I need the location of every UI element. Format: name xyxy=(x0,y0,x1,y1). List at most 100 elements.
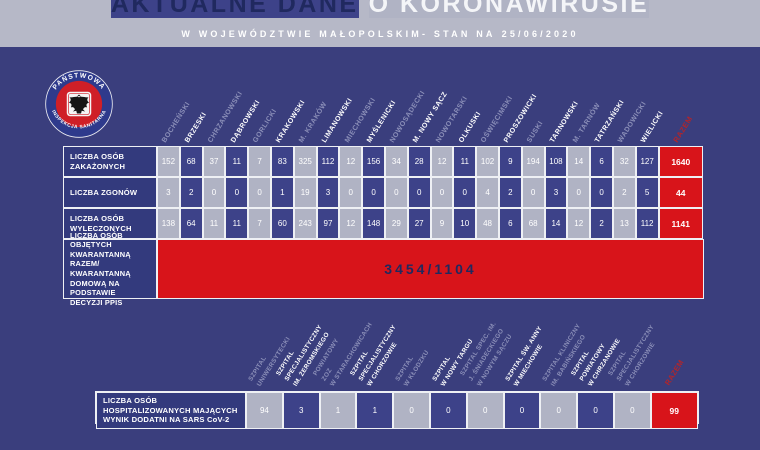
column-header-cell: OŚWIĘCIMSKI xyxy=(476,50,514,146)
data-cell: 60 xyxy=(270,208,294,239)
column-header-cell: SZPITAL SPECJALISTYCZNY IM. ŻEROMSKIEGO xyxy=(275,293,330,390)
column-header-cell: POWIATOWY ZOZ W STARACHOWICACH xyxy=(312,293,373,390)
row-label: LICZBA OSÓB ZAKAŻONYCH xyxy=(63,146,157,177)
data-cell: 32 xyxy=(612,146,636,177)
column-header-cell: SZPITAL W NOWY TARGU xyxy=(430,293,474,390)
data-cell: 12 xyxy=(339,208,363,239)
data-cell: 34 xyxy=(384,146,408,177)
data-cell: 9 xyxy=(498,146,522,177)
page-title: AKTUALNE DANE O KORONAWIRUSIE xyxy=(0,0,760,19)
column-header-cell: SZPITAL SPECJALISTYCZNY W CHORZOWIE xyxy=(607,293,656,390)
column-header-cell: DĄBROWSKI xyxy=(225,50,262,146)
data-cell: 112 xyxy=(316,146,340,177)
data-cell: 0 xyxy=(466,392,504,429)
data-cell: 2 xyxy=(179,177,203,208)
data-cell: 13 xyxy=(612,208,636,239)
data-cell: 108 xyxy=(544,146,568,177)
data-cell: 3 xyxy=(544,177,568,208)
data-cell: 1 xyxy=(356,392,394,429)
data-cell: 0 xyxy=(225,177,249,208)
row-label: LICZBA ZGONÓW xyxy=(63,177,157,208)
data-cell: 12 xyxy=(339,146,363,177)
hospital-header-row: SZPITAL UNIWERSYTECKI SZPITAL SPECJALISTY… xyxy=(246,293,698,390)
column-header-cell: WADOWICKI xyxy=(613,50,648,146)
column-header-cell: SZPITAL SPECJALISTYCZNY W CHORZOWIE xyxy=(349,293,398,390)
data-cell: 0 xyxy=(503,392,541,429)
data-cell: 28 xyxy=(407,146,431,177)
data-cell: 0 xyxy=(384,177,408,208)
data-cell: 0 xyxy=(540,392,578,429)
column-header-cell: WIELICKI xyxy=(636,50,665,146)
data-cell: 11 xyxy=(225,208,249,239)
row-total-cell: 1640 xyxy=(658,146,704,177)
column-header-label: SUSKI xyxy=(526,120,545,144)
data-cell: 64 xyxy=(179,208,203,239)
data-cell: 102 xyxy=(476,146,499,177)
data-cell: 14 xyxy=(567,146,591,177)
header-band: AKTUALNE DANE O KORONAWIRUSIE W WOJEWÓDZT… xyxy=(0,0,760,47)
column-header-cell: M. NOWY SĄCZ xyxy=(408,50,449,146)
column-header-cell: GORLICKI xyxy=(248,50,279,146)
column-header-cell: SZPITAL UNIWERSYTECKI xyxy=(246,293,291,390)
data-cell: 12 xyxy=(567,208,591,239)
data-cell: 0 xyxy=(429,392,467,429)
column-header-cell: SZPITAL ŚW. ANNY W MIECHOWIE xyxy=(504,293,544,390)
row-label: LICZBA OSÓB WYLECZONYCH xyxy=(63,208,157,239)
data-cell: 11 xyxy=(202,208,226,239)
data-cell: 5 xyxy=(635,177,659,208)
data-cell: 0 xyxy=(407,177,431,208)
column-header-cell: TATRZAŃSKI xyxy=(590,50,626,146)
data-cell: 0 xyxy=(248,177,271,208)
column-header-cell: SZPITAL SPEC. IM. J. ŚNIADECKIEGO W NOWY… xyxy=(459,293,513,390)
data-cell: 0 xyxy=(339,177,363,208)
column-header-cell: LIMANOWSKI xyxy=(317,50,354,146)
district-table-body: LICZBA OSÓB ZAKAŻONYCH 152 68 37 11 7 83 325 112… xyxy=(63,146,704,239)
data-cell: 1 xyxy=(319,392,357,429)
data-cell: 0 xyxy=(577,392,614,429)
sanitary-inspection-logo: PAŃSTWOWA INSPEKCJA SANITARNA xyxy=(45,70,113,138)
column-header-cell: SZPITAL W KŁODZKU xyxy=(393,293,430,390)
data-cell: 3 xyxy=(157,177,180,208)
data-cell: 83 xyxy=(270,146,294,177)
column-header-cell: SZPITAL POWIATOWY W CHRZANOWIE xyxy=(570,293,621,390)
total-header-cell: RAZEM xyxy=(651,293,698,390)
data-cell: 138 xyxy=(157,208,180,239)
data-cell: 97 xyxy=(316,208,340,239)
data-cell: 0 xyxy=(613,392,651,429)
row-total-cell: 1141 xyxy=(658,208,704,239)
data-cell: 152 xyxy=(157,146,180,177)
table-row: LICZBA OSÓB WYLECZONYCH 138 64 11 11 7 60 243 97… xyxy=(63,208,704,239)
data-cell: 148 xyxy=(362,208,385,239)
data-cell: 1 xyxy=(270,177,294,208)
subtitle-text: W WOJEWÓDZTWIE MAŁOPOLSKIM- STAN NA xyxy=(181,29,496,39)
data-cell: 27 xyxy=(407,208,431,239)
page-subtitle: W WOJEWÓDZTWIE MAŁOPOLSKIM- STAN NA 25/06… xyxy=(0,29,760,39)
data-cell: 12 xyxy=(430,146,454,177)
data-cell: 48 xyxy=(476,208,499,239)
table-row: LICZBA OSÓB HOSPITALIZOWANYCH MAJĄCYCH W… xyxy=(96,392,698,429)
column-header-cell: CHRZANOWSKI xyxy=(203,50,244,146)
column-header-cell: M. TARNÓW xyxy=(567,50,602,146)
data-cell: 3 xyxy=(282,392,320,429)
total-header-label: RAZEM xyxy=(662,358,686,388)
data-cell: 243 xyxy=(293,208,317,239)
data-cell: 2 xyxy=(498,177,522,208)
data-cell: 0 xyxy=(567,177,591,208)
row-total-cell: 99 xyxy=(650,392,698,429)
data-cell: 0 xyxy=(393,392,430,429)
page-title-dark: AKTUALNE DANE xyxy=(110,0,359,18)
eagle-emblem-icon xyxy=(68,94,90,114)
hospital-table-row: LICZBA OSÓB HOSPITALIZOWANYCH MAJĄCYCH W… xyxy=(95,391,699,429)
data-cell: 7 xyxy=(248,208,271,239)
column-header-cell: MIECHOWSKI xyxy=(339,50,377,146)
data-cell: 0 xyxy=(202,177,226,208)
data-cell: 194 xyxy=(521,146,545,177)
column-header-cell: NOWOTARSKI xyxy=(431,50,469,146)
district-header-row: BOCHEŃSKI BRZESKI CHRZANOWSKI DĄBROWSKI GORL… xyxy=(157,50,704,146)
column-header-cell: TARNOWSKI xyxy=(545,50,580,146)
column-header-cell: PROSZOWICKI xyxy=(499,50,538,146)
data-cell: 4 xyxy=(476,177,499,208)
data-cell: 94 xyxy=(246,392,283,429)
report-date: 25/06/2020 xyxy=(501,29,579,39)
